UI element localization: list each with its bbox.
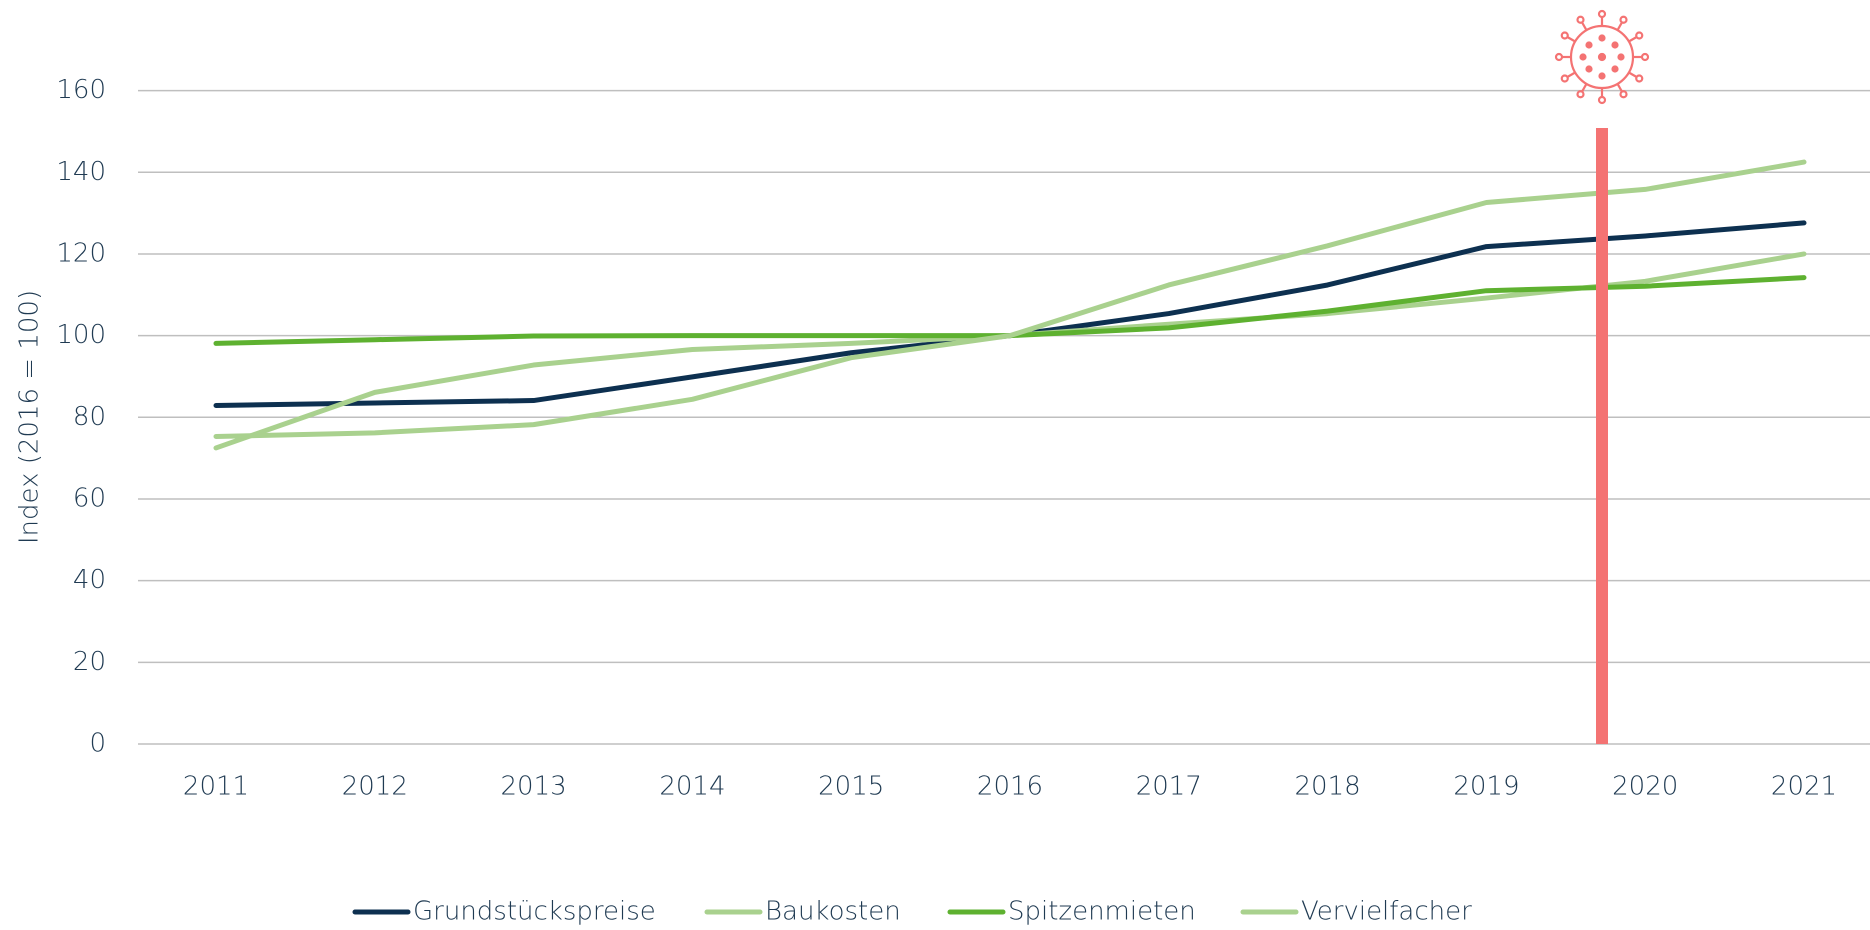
grid xyxy=(138,89,1870,745)
virus-spike xyxy=(1566,71,1576,78)
x-tick-label: 2019 xyxy=(1453,772,1519,802)
virus-spike-tip xyxy=(1635,31,1644,40)
legend-label: Grundstückspreise xyxy=(413,897,656,927)
virus-spike xyxy=(1616,83,1623,93)
y-tick-label: 120 xyxy=(56,238,106,268)
y-tick-label: 60 xyxy=(73,483,106,513)
virus-spike-tip xyxy=(1619,90,1628,99)
virus-spike xyxy=(1566,36,1576,43)
y-tick-label: 100 xyxy=(56,320,106,350)
y-tick-label: 140 xyxy=(56,157,106,187)
series-line xyxy=(213,159,1807,439)
series-line xyxy=(213,251,1807,451)
virus-spike xyxy=(1628,71,1638,78)
x-tick-label: 2017 xyxy=(1136,772,1202,802)
y-tick-label: 160 xyxy=(56,75,106,105)
virus-spike-tip xyxy=(1560,31,1569,40)
virus-spike-tip xyxy=(1554,52,1564,62)
lines xyxy=(213,159,1807,451)
x-tick-label: 2016 xyxy=(977,772,1043,802)
virus-spike xyxy=(1628,36,1638,43)
virus-spike-tip xyxy=(1576,90,1585,99)
y-tick-label: 20 xyxy=(73,647,106,677)
y-tick-label: 40 xyxy=(73,565,106,595)
x-tick-label: 2011 xyxy=(183,772,249,802)
legend-label: Vervielfacher xyxy=(1301,897,1472,927)
x-tick-label: 2014 xyxy=(659,772,725,802)
virus-spike-tip xyxy=(1597,9,1607,19)
x-tick-label: 2012 xyxy=(342,772,408,802)
virus-spike-tip xyxy=(1597,95,1607,105)
virus-icon xyxy=(1554,9,1650,105)
y-tick-label: 80 xyxy=(73,402,106,432)
y-tick-label: 0 xyxy=(89,729,106,759)
legend-label: Baukosten xyxy=(765,897,901,927)
virus-spike-tip xyxy=(1640,52,1650,62)
virus-spike xyxy=(1581,21,1588,31)
x-tick-label: 2018 xyxy=(1295,772,1361,802)
x-tick-label: 2013 xyxy=(501,772,567,802)
virus-spike-tip xyxy=(1635,74,1644,83)
virus-spike-tip xyxy=(1619,15,1628,24)
legend-label: Spitzenmieten xyxy=(1008,897,1196,927)
virus-spike xyxy=(1616,21,1623,31)
virus-spike-tip xyxy=(1560,74,1569,83)
x-tick-label: 2021 xyxy=(1771,772,1837,802)
x-tick-label: 2020 xyxy=(1612,772,1678,802)
y-axis-label: Index (2016 = 100) xyxy=(15,290,45,544)
x-tick-label: 2015 xyxy=(818,772,884,802)
virus-spike xyxy=(1581,83,1588,93)
virus-spike-tip xyxy=(1576,15,1585,24)
covid-marker xyxy=(1596,128,1608,744)
